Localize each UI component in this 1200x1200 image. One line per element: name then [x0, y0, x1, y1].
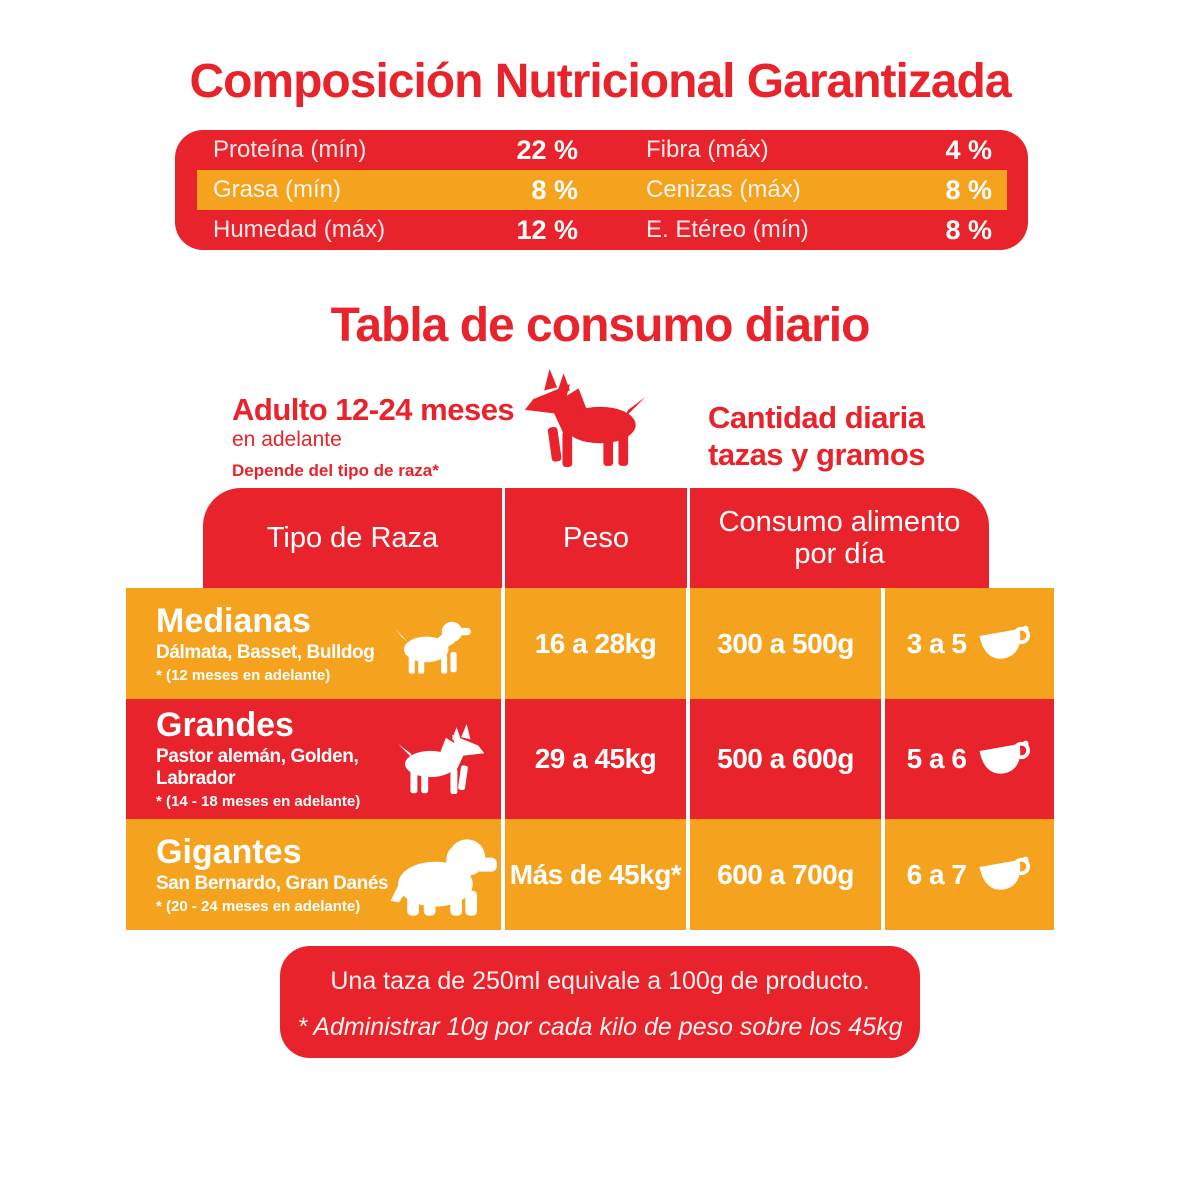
nutrition-row-fat-ash: Grasa (mín) 8 % Cenizas (máx) 8 %: [175, 170, 1028, 210]
ether-extract-value: 8 %: [945, 214, 992, 245]
column-breed-type: Tipo de Raza: [203, 488, 505, 588]
table-row-grandes: Grandes Pastor alemán, Golden, Labrador …: [126, 699, 1054, 819]
consumption-title: Tabla de consumo diario: [330, 299, 871, 352]
gigantes-cups: 6 a 7: [906, 858, 967, 890]
gigantes-note: * (20 - 24 meses en adelante): [156, 897, 361, 915]
giant-dog-icon: [389, 831, 501, 919]
table-row-medianas: Medianas Dálmata, Basset, Bulldog * (12 …: [126, 588, 1054, 699]
fat-label: Grasa (mín): [213, 176, 342, 203]
quantity-block: Cantidad diaria tazas y gramos: [708, 400, 926, 473]
grandes-cups: 5 a 6: [906, 743, 967, 774]
quantity-line1: Cantidad diaria: [708, 400, 925, 435]
consumption-table-header: Tipo de Raza Peso Consumo alimento por d…: [203, 488, 989, 588]
medianas-breeds: Dálmata, Basset, Bulldog: [156, 641, 375, 663]
moisture-value: 12 %: [516, 214, 578, 245]
ash-value: 8 %: [945, 174, 992, 205]
medianas-name: Medianas: [156, 601, 311, 640]
protein-value: 22 %: [516, 134, 578, 165]
gigantes-name: Gigantes: [156, 832, 302, 871]
large-dog-icon: [392, 721, 492, 797]
gigantes-breeds: San Bernardo, Gran Danés: [156, 872, 389, 894]
grandes-breed-cell: Grandes Pastor alemán, Golden, Labrador …: [126, 699, 505, 819]
grandes-weight: 29 a 45kg: [505, 699, 690, 819]
age-block: Adulto 12-24 meses en adelante Depende d…: [232, 392, 515, 481]
fiber-label: Fibra (máx): [646, 136, 769, 163]
gigantes-cups-cell: 6 a 7: [885, 819, 1054, 930]
grandes-breed-info: Grandes Pastor alemán, Golden, Labrador …: [156, 708, 392, 810]
gigantes-breed-info: Gigantes San Bernardo, Gran Danés * (20 …: [156, 835, 389, 915]
ash-label: Cenizas (máx): [646, 176, 801, 203]
medium-dog-icon: [392, 613, 474, 675]
footnote-line2: * Administrar 10g por cada kilo de peso …: [297, 1013, 903, 1041]
footnote-box: Una taza de 250ml equivale a 100g de pro…: [280, 946, 920, 1058]
nutrition-row-moisture-ether: Humedad (máx) 12 % E. Etéreo (mín) 8 %: [175, 210, 1028, 250]
gigantes-breed-cell: Gigantes San Bernardo, Gran Danés * (20 …: [126, 819, 505, 930]
age-subheading: en adelante: [232, 428, 342, 451]
moisture-label: Humedad (máx): [213, 216, 386, 243]
age-note: Depende del tipo de raza*: [232, 461, 439, 480]
grandes-name: Grandes: [156, 706, 294, 744]
grandes-note: * (14 - 18 meses en adelante): [156, 793, 361, 810]
cup-icon: [975, 852, 1035, 901]
nutrition-row-protein-fiber: Proteína (mín) 22 % Fibra (máx) 4 %: [175, 130, 1028, 170]
fat-value: 8 %: [531, 174, 578, 205]
cup-icon: [975, 737, 1035, 786]
footnote-line1: Una taza de 250ml equivale a 100g de pro…: [330, 967, 870, 995]
gigantes-weight: Más de 45kg*: [505, 819, 690, 930]
nutrition-title: Composición Nutricional Garantizada: [189, 55, 1011, 108]
medianas-cups-cell: 3 a 5: [885, 588, 1054, 699]
nutrition-table: Proteína (mín) 22 % Fibra (máx) 4 % Gras…: [175, 130, 1028, 250]
quantity-line2: tazas y gramos: [708, 436, 926, 472]
grandes-food: 500 a 600g: [690, 699, 885, 819]
protein-label: Proteína (mín): [213, 136, 367, 163]
doberman-icon: [514, 366, 654, 470]
table-row-gigantes: Gigantes San Bernardo, Gran Danés * (20 …: [126, 819, 1054, 930]
grandes-cups-cell: 5 a 6: [885, 699, 1054, 819]
ether-extract-label: E. Etéreo (mín): [646, 216, 809, 243]
cup-icon: [975, 621, 1035, 670]
medianas-cups: 3 a 5: [906, 627, 967, 659]
gigantes-food: 600 a 700g: [690, 819, 885, 930]
column-daily-food: Consumo alimento por día: [718, 505, 961, 570]
medianas-breed-cell: Medianas Dálmata, Basset, Bulldog * (12 …: [126, 588, 505, 699]
consumption-table-body: Medianas Dálmata, Basset, Bulldog * (12 …: [126, 588, 1054, 930]
medianas-food: 300 a 500g: [690, 588, 885, 699]
medianas-breed-info: Medianas Dálmata, Basset, Bulldog * (12 …: [156, 604, 392, 684]
age-heading: Adulto 12-24 meses: [232, 392, 515, 427]
grandes-breeds: Pastor alemán, Golden, Labrador: [156, 746, 359, 789]
medianas-note: * (12 meses en adelante): [156, 666, 331, 684]
fiber-value: 4 %: [945, 134, 992, 165]
medianas-weight: 16 a 28kg: [505, 588, 690, 699]
column-weight: Peso: [505, 488, 690, 588]
